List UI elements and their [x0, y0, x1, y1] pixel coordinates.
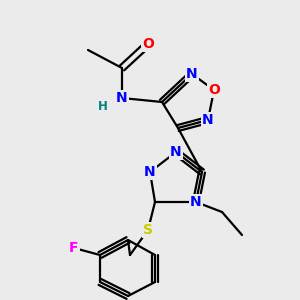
Text: N: N — [190, 195, 202, 209]
Text: N: N — [144, 165, 156, 179]
Text: N: N — [170, 145, 182, 159]
Text: S: S — [143, 223, 153, 237]
Text: F: F — [69, 241, 79, 255]
Text: O: O — [208, 83, 220, 97]
Text: N: N — [116, 91, 128, 105]
Text: H: H — [98, 100, 108, 112]
Text: N: N — [202, 113, 214, 127]
Text: O: O — [142, 37, 154, 51]
Text: N: N — [186, 67, 198, 81]
